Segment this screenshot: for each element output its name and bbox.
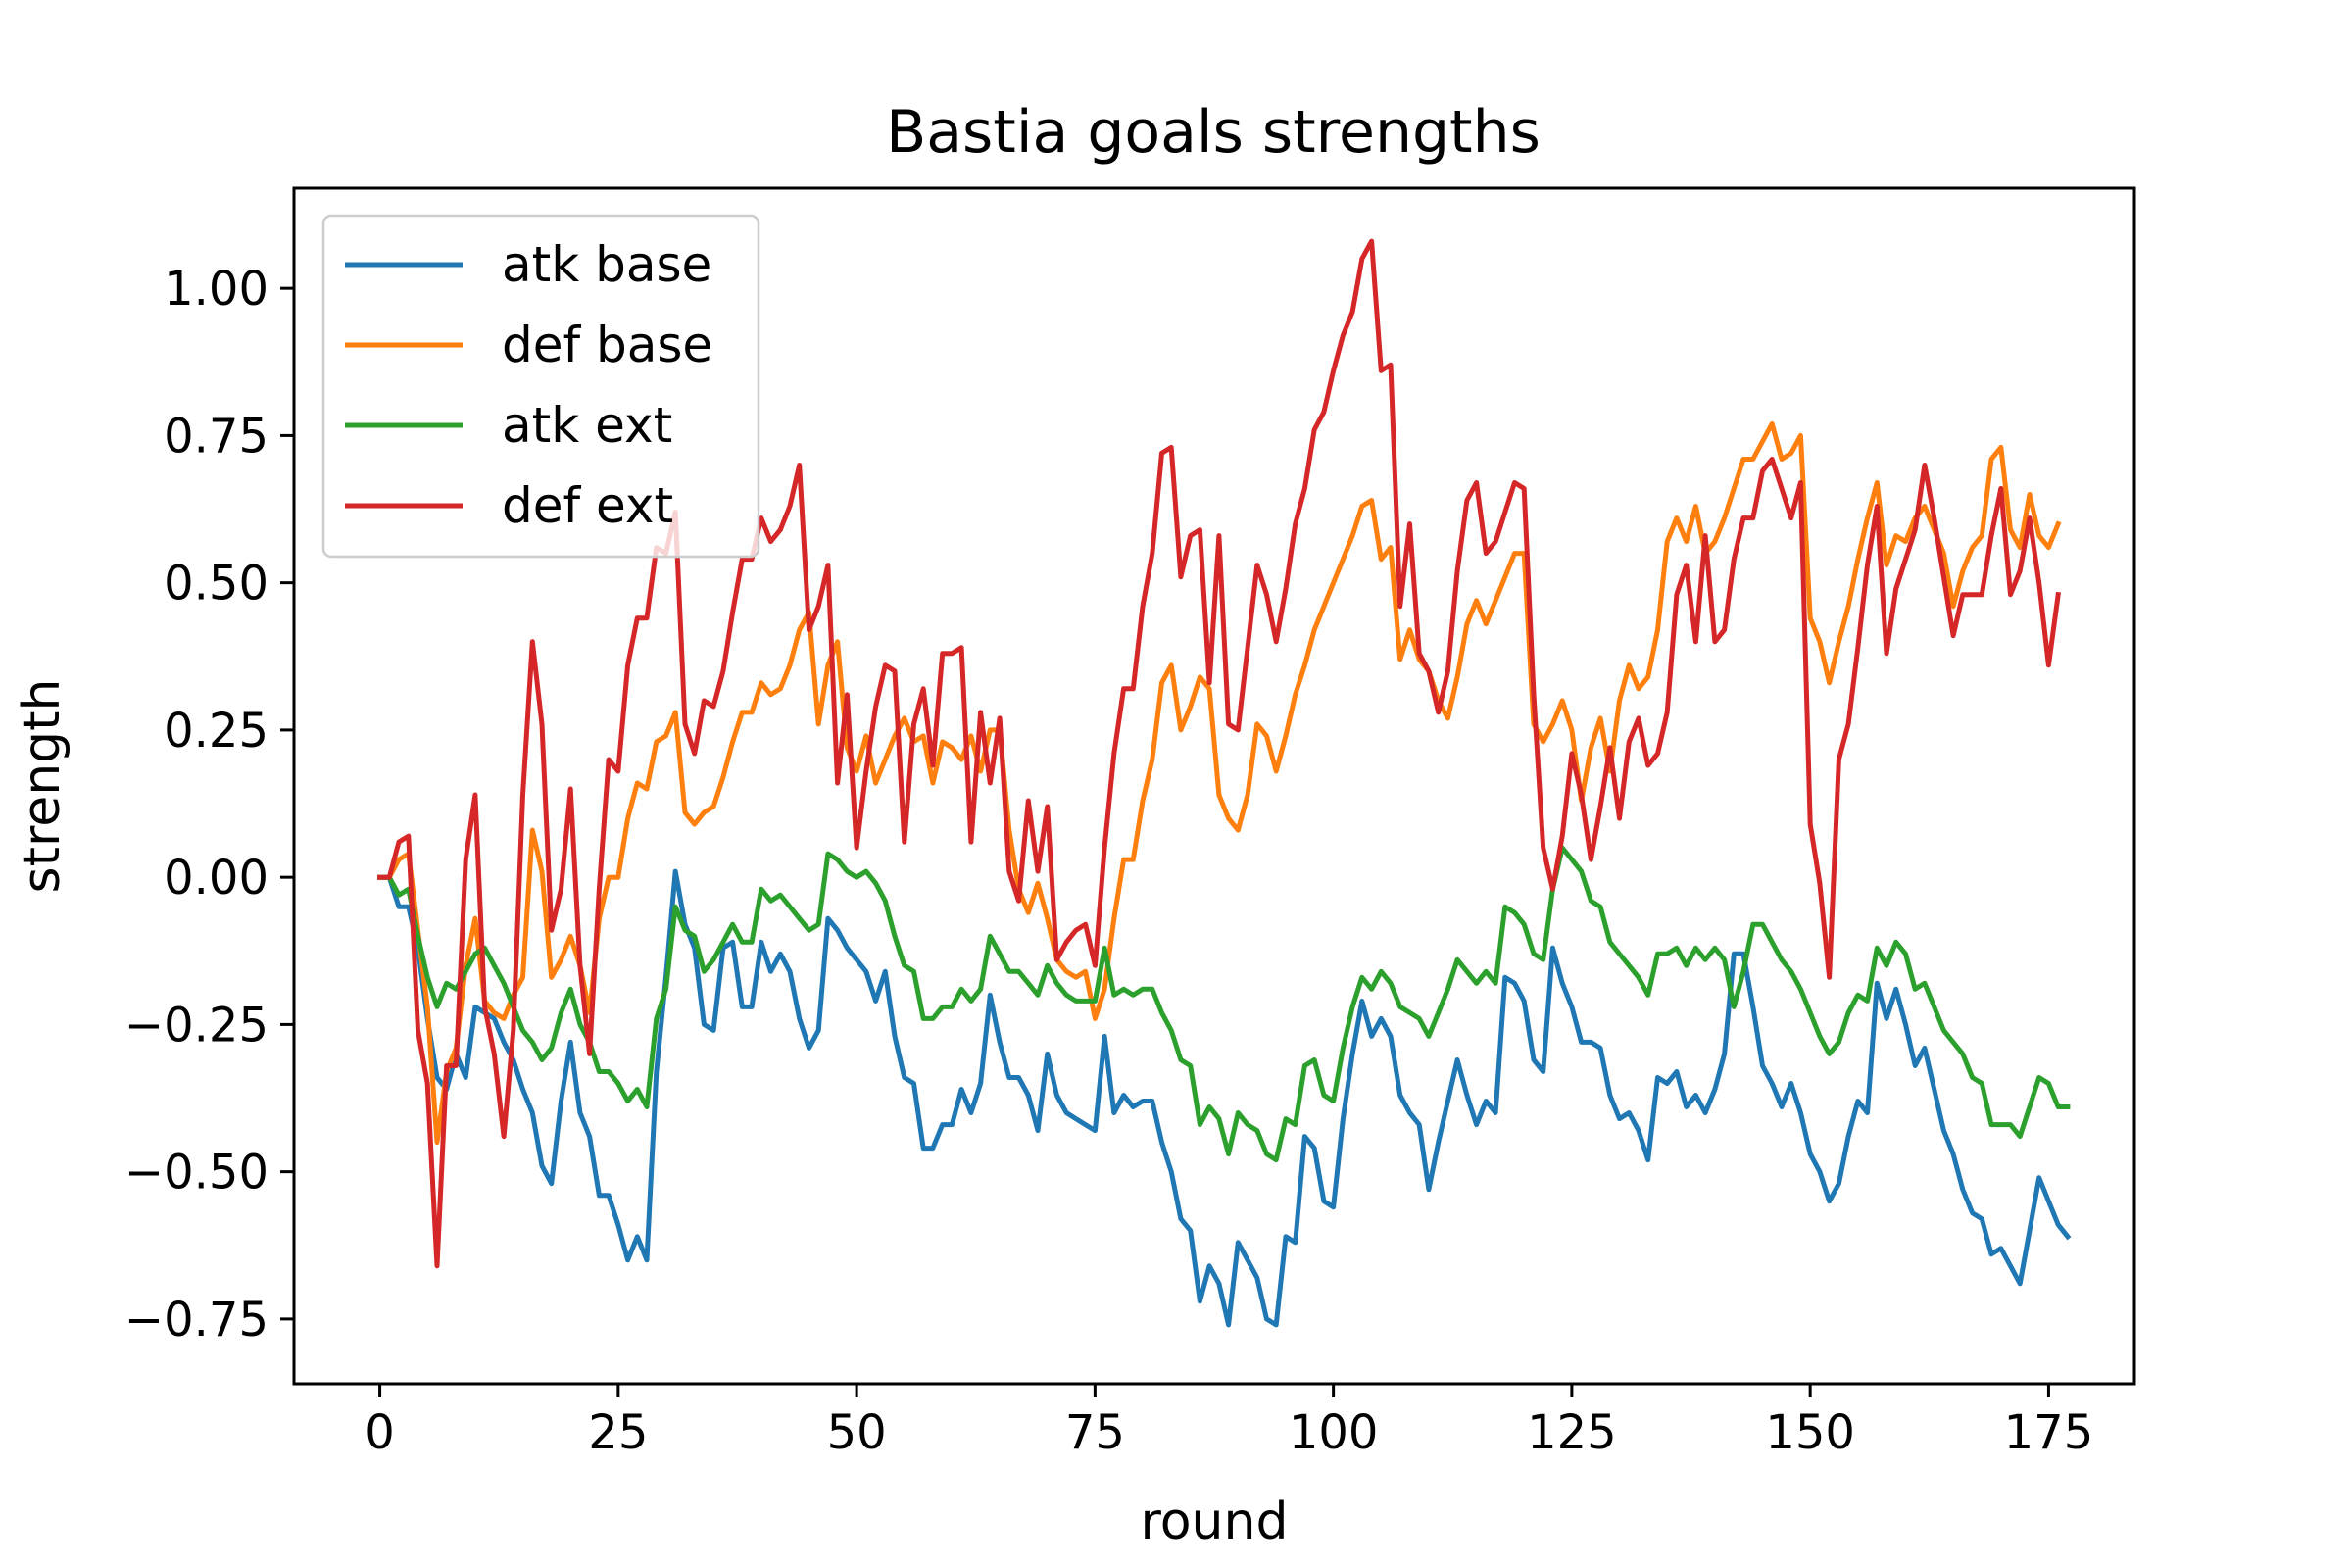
y-axis-label: strength [13, 678, 72, 893]
legend-label: atk ext [502, 397, 672, 454]
series-line-atk-base [377, 868, 2072, 1328]
y-tick-label: −0.50 [124, 1146, 269, 1200]
x-tick-label: 25 [588, 1405, 648, 1460]
axes-frame [292, 186, 2136, 1386]
x-tick-label: 100 [1289, 1405, 1379, 1460]
series-line-def-base [377, 420, 2062, 1146]
y-tick-label: 1.00 [164, 262, 269, 317]
y-tick-label: 0.50 [164, 557, 269, 612]
y-tick-label: 0.25 [164, 704, 269, 759]
legend: atk base def base atk ext def ext [321, 214, 760, 559]
y-tick-label: −0.25 [124, 998, 269, 1053]
x-tick-label: 50 [827, 1405, 887, 1460]
x-tick-label: 125 [1527, 1405, 1617, 1460]
legend-label: atk base [502, 236, 711, 293]
y-tick-label: 0.75 [164, 409, 269, 464]
legend-label: def ext [502, 477, 673, 534]
legend-label: def base [502, 317, 712, 373]
series-line-atk-ext [377, 845, 2071, 1163]
legend-box [321, 214, 760, 559]
x-tick-label: 75 [1065, 1405, 1125, 1460]
x-tick-label: 0 [365, 1405, 395, 1460]
x-axis-label: round [1141, 1493, 1289, 1551]
chart-title: Bastia goals strengths [886, 98, 1541, 167]
x-tick-label: 175 [2004, 1405, 2094, 1460]
y-tick-label: −0.75 [124, 1293, 269, 1348]
y-tick-label: 0.00 [164, 851, 269, 906]
x-tick-label: 150 [1765, 1405, 1855, 1460]
